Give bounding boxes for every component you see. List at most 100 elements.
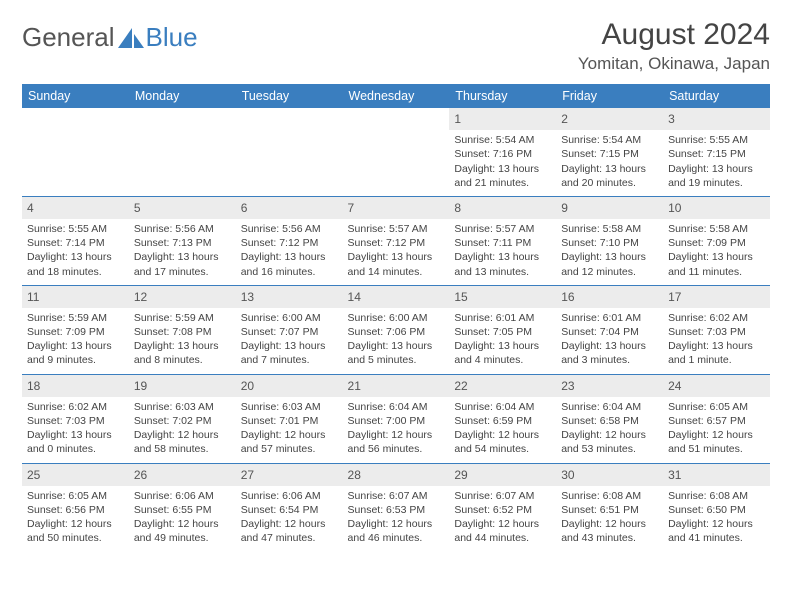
calendar-week-row: 25Sunrise: 6:05 AMSunset: 6:56 PMDayligh… <box>22 463 770 551</box>
day-number: 12 <box>129 286 236 308</box>
day-number: 29 <box>449 464 556 486</box>
daylight-text: Daylight: 13 hours and 19 minutes. <box>668 162 765 190</box>
sunset-text: Sunset: 6:57 PM <box>668 414 765 428</box>
day-number: 25 <box>22 464 129 486</box>
day-details: Sunrise: 6:02 AMSunset: 7:03 PMDaylight:… <box>26 400 125 457</box>
sunrise-text: Sunrise: 6:04 AM <box>348 400 445 414</box>
day-details: Sunrise: 6:06 AMSunset: 6:55 PMDaylight:… <box>133 489 232 546</box>
day-details: Sunrise: 5:59 AMSunset: 7:09 PMDaylight:… <box>26 311 125 368</box>
day-number: 6 <box>236 197 343 219</box>
sunrise-text: Sunrise: 5:59 AM <box>27 311 124 325</box>
calendar-week-row: 4 Sunrise: 5:55 AMSunset: 7:14 PMDaylight… <box>22 196 770 285</box>
daylight-text: Daylight: 12 hours and 46 minutes. <box>348 517 445 545</box>
calendar-day-cell: 12 Sunrise: 5:59 AMSunset: 7:08 PMDayligh… <box>129 285 236 374</box>
day-details: Sunrise: 6:00 AMSunset: 7:06 PMDaylight:… <box>347 311 446 368</box>
sunrise-text: Sunrise: 6:03 AM <box>241 400 338 414</box>
calendar-day-cell: 28Sunrise: 6:07 AMSunset: 6:53 PMDayligh… <box>343 463 450 551</box>
sunset-text: Sunset: 7:03 PM <box>27 414 124 428</box>
sunset-text: Sunset: 6:50 PM <box>668 503 765 517</box>
day-details: Sunrise: 5:59 AMSunset: 7:08 PMDaylight:… <box>133 311 232 368</box>
sunset-text: Sunset: 6:53 PM <box>348 503 445 517</box>
sunrise-text: Sunrise: 6:07 AM <box>454 489 551 503</box>
calendar-day-cell: 19Sunrise: 6:03 AMSunset: 7:02 PMDayligh… <box>129 374 236 463</box>
calendar-week-row: 11Sunrise: 5:59 AMSunset: 7:09 PMDayligh… <box>22 285 770 374</box>
day-details: Sunrise: 6:05 AMSunset: 6:57 PMDaylight:… <box>667 400 766 457</box>
sunset-text: Sunset: 7:15 PM <box>561 147 658 161</box>
day-details: Sunrise: 5:56 AMSunset: 7:13 PMDaylight:… <box>133 222 232 279</box>
daylight-text: Daylight: 13 hours and 20 minutes. <box>561 162 658 190</box>
calendar-day-cell: 11Sunrise: 5:59 AMSunset: 7:09 PMDayligh… <box>22 285 129 374</box>
day-details: Sunrise: 5:56 AMSunset: 7:12 PMDaylight:… <box>240 222 339 279</box>
sunrise-text: Sunrise: 6:08 AM <box>561 489 658 503</box>
sunset-text: Sunset: 7:04 PM <box>561 325 658 339</box>
calendar-day-cell: 26Sunrise: 6:06 AMSunset: 6:55 PMDayligh… <box>129 463 236 551</box>
day-details: Sunrise: 5:57 AMSunset: 7:11 PMDaylight:… <box>453 222 552 279</box>
day-number: 2 <box>556 108 663 130</box>
calendar-day-cell: 17Sunrise: 6:02 AMSunset: 7:03 PMDayligh… <box>663 285 770 374</box>
sunrise-text: Sunrise: 6:01 AM <box>561 311 658 325</box>
calendar-day-cell: 14 Sunrise: 6:00 AMSunset: 7:06 PMDayligh… <box>343 285 450 374</box>
daylight-text: Daylight: 13 hours and 11 minutes. <box>668 250 765 278</box>
sunrise-text: Sunrise: 5:56 AM <box>134 222 231 236</box>
day-number: 18 <box>22 375 129 397</box>
daylight-text: Daylight: 13 hours and 5 minutes. <box>348 339 445 367</box>
calendar-day-cell: 4 Sunrise: 5:55 AMSunset: 7:14 PMDaylight… <box>22 196 129 285</box>
calendar-day-cell: 13Sunrise: 6:00 AMSunset: 7:07 PMDayligh… <box>236 285 343 374</box>
sunset-text: Sunset: 7:03 PM <box>668 325 765 339</box>
calendar-day-cell: 31 Sunrise: 6:08 AMSunset: 6:50 PMDayligh… <box>663 463 770 551</box>
sunset-text: Sunset: 7:08 PM <box>134 325 231 339</box>
sunrise-text: Sunrise: 5:58 AM <box>668 222 765 236</box>
calendar-day-cell <box>343 108 450 196</box>
daylight-text: Daylight: 13 hours and 4 minutes. <box>454 339 551 367</box>
day-details: Sunrise: 5:54 AMSunset: 7:15 PMDaylight:… <box>560 133 659 190</box>
location: Yomitan, Okinawa, Japan <box>578 54 770 74</box>
day-number: 14 <box>343 286 450 308</box>
daylight-text: Daylight: 12 hours and 50 minutes. <box>27 517 124 545</box>
sunset-text: Sunset: 7:01 PM <box>241 414 338 428</box>
daylight-text: Daylight: 12 hours and 54 minutes. <box>454 428 551 456</box>
daylight-text: Daylight: 13 hours and 14 minutes. <box>348 250 445 278</box>
day-details: Sunrise: 6:03 AMSunset: 7:01 PMDaylight:… <box>240 400 339 457</box>
day-details: Sunrise: 6:01 AMSunset: 7:04 PMDaylight:… <box>560 311 659 368</box>
daylight-text: Daylight: 13 hours and 16 minutes. <box>241 250 338 278</box>
sunset-text: Sunset: 7:10 PM <box>561 236 658 250</box>
daylight-text: Daylight: 12 hours and 57 minutes. <box>241 428 338 456</box>
sunrise-text: Sunrise: 6:04 AM <box>561 400 658 414</box>
sunset-text: Sunset: 7:05 PM <box>454 325 551 339</box>
sunset-text: Sunset: 6:56 PM <box>27 503 124 517</box>
day-number: 31 <box>663 464 770 486</box>
sunset-text: Sunset: 7:11 PM <box>454 236 551 250</box>
calendar-day-cell: 22Sunrise: 6:04 AMSunset: 6:59 PMDayligh… <box>449 374 556 463</box>
day-number: 4 <box>22 197 129 219</box>
calendar-day-cell: 24Sunrise: 6:05 AMSunset: 6:57 PMDayligh… <box>663 374 770 463</box>
calendar-body: 1Sunrise: 5:54 AMSunset: 7:16 PMDaylight… <box>22 108 770 551</box>
daylight-text: Daylight: 12 hours and 41 minutes. <box>668 517 765 545</box>
daylight-text: Daylight: 12 hours and 56 minutes. <box>348 428 445 456</box>
header: GeneralBlue August 2024 Yomitan, Okinawa… <box>22 18 770 74</box>
calendar-table: SundayMondayTuesdayWednesdayThursdayFrid… <box>22 84 770 551</box>
calendar-day-cell: 2 Sunrise: 5:54 AMSunset: 7:15 PMDaylight… <box>556 108 663 196</box>
calendar-day-cell <box>22 108 129 196</box>
day-number: 28 <box>343 464 450 486</box>
sunset-text: Sunset: 7:09 PM <box>27 325 124 339</box>
day-number: 15 <box>449 286 556 308</box>
daylight-text: Daylight: 13 hours and 21 minutes. <box>454 162 551 190</box>
day-details: Sunrise: 5:57 AMSunset: 7:12 PMDaylight:… <box>347 222 446 279</box>
weekday-header: Tuesday <box>236 84 343 108</box>
weekday-header: Wednesday <box>343 84 450 108</box>
calendar-day-cell: 25Sunrise: 6:05 AMSunset: 6:56 PMDayligh… <box>22 463 129 551</box>
day-details: Sunrise: 6:08 AMSunset: 6:50 PMDaylight:… <box>667 489 766 546</box>
sunrise-text: Sunrise: 5:55 AM <box>668 133 765 147</box>
title-block: August 2024 Yomitan, Okinawa, Japan <box>578 18 770 74</box>
day-details: Sunrise: 5:55 AMSunset: 7:14 PMDaylight:… <box>26 222 125 279</box>
calendar-day-cell: 16Sunrise: 6:01 AMSunset: 7:04 PMDayligh… <box>556 285 663 374</box>
calendar-day-cell: 21Sunrise: 6:04 AMSunset: 7:00 PMDayligh… <box>343 374 450 463</box>
calendar-header-row: SundayMondayTuesdayWednesdayThursdayFrid… <box>22 84 770 108</box>
sunrise-text: Sunrise: 5:57 AM <box>348 222 445 236</box>
sunrise-text: Sunrise: 5:55 AM <box>27 222 124 236</box>
calendar-day-cell: 27Sunrise: 6:06 AMSunset: 6:54 PMDayligh… <box>236 463 343 551</box>
day-number: 5 <box>129 197 236 219</box>
calendar-day-cell: 15Sunrise: 6:01 AMSunset: 7:05 PMDayligh… <box>449 285 556 374</box>
day-number: 20 <box>236 375 343 397</box>
sunset-text: Sunset: 7:07 PM <box>241 325 338 339</box>
